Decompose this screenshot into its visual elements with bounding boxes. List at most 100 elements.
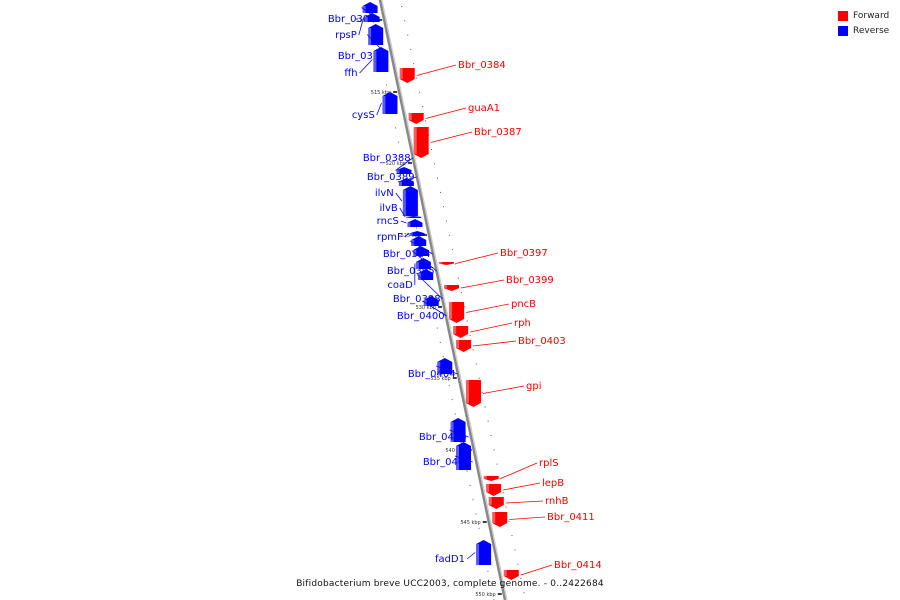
gene-arrow[interactable] bbox=[373, 47, 389, 72]
gene-arrow[interactable] bbox=[413, 246, 429, 256]
gene-arrow[interactable] bbox=[382, 92, 398, 114]
gene-arrow[interactable] bbox=[444, 285, 459, 291]
scale-tick: 515 kbp bbox=[371, 90, 398, 96]
gene-arrow[interactable] bbox=[407, 219, 423, 227]
gene-highlight bbox=[476, 544, 480, 565]
gene-arrow[interactable] bbox=[408, 113, 424, 124]
gene-cysS[interactable]: cysS bbox=[352, 92, 398, 121]
gene-highlight bbox=[413, 127, 417, 154]
minor-tick bbox=[472, 349, 474, 351]
gene-highlight bbox=[407, 222, 411, 227]
gene-Bbr_0414[interactable]: Bbr_0414 bbox=[503, 560, 602, 580]
gene-Bbr_0397[interactable]: Bbr_0397 bbox=[438, 248, 548, 265]
gene-highlight bbox=[438, 262, 442, 264]
gene-arrow[interactable] bbox=[413, 127, 429, 158]
gene-ilvB[interactable]: ilvB bbox=[379, 203, 422, 218]
gene-arrow[interactable] bbox=[402, 186, 418, 216]
gene-Bbr_0389[interactable]: Bbr_0389 bbox=[367, 172, 417, 186]
gene-arrow[interactable] bbox=[364, 13, 380, 22]
gene-arrow[interactable] bbox=[415, 258, 431, 269]
gene-rncS[interactable]: rncS bbox=[377, 216, 423, 227]
gene-Bbr_0382[interactable]: Bbr_0382 bbox=[338, 24, 388, 62]
gene-Bbr_0406[interactable]: Bbr_0406 bbox=[419, 418, 469, 443]
gene-rpsP[interactable]: rpsP bbox=[335, 13, 380, 41]
gene-highlight bbox=[456, 340, 460, 348]
gene-highlight bbox=[398, 181, 402, 186]
gene-Bbr_0399[interactable]: Bbr_0399 bbox=[444, 275, 554, 291]
gene-arrow[interactable] bbox=[488, 497, 504, 509]
gene-Bbr_0407[interactable]: Bbr_0407 bbox=[423, 442, 473, 470]
gene-arrow[interactable] bbox=[456, 442, 471, 470]
gene-highlight bbox=[456, 446, 459, 470]
gene-leader bbox=[404, 233, 409, 238]
gene-guaA1[interactable]: guaA1 bbox=[408, 103, 500, 124]
gene-leader bbox=[430, 131, 473, 143]
legend-forward[interactable]: Forward bbox=[838, 8, 889, 23]
gene-arrow[interactable] bbox=[438, 262, 454, 265]
gene-highlight bbox=[453, 326, 457, 334]
gene-arrow[interactable] bbox=[406, 216, 422, 218]
minor-tick bbox=[422, 106, 424, 108]
gene-Bbr_0398[interactable]: Bbr_0398 bbox=[393, 269, 443, 305]
gene-Bbr_0388[interactable]: Bbr_0388 bbox=[363, 153, 413, 174]
gene-rph[interactable]: rph bbox=[453, 318, 531, 338]
gene-Bbr_0400[interactable]: Bbr_0400 bbox=[397, 296, 447, 322]
gene-arrow[interactable] bbox=[483, 476, 499, 481]
gene-pncB[interactable]: pncB bbox=[449, 299, 536, 323]
gene-Bbr_0411[interactable]: Bbr_0411 bbox=[492, 512, 595, 527]
minor-tick bbox=[404, 20, 406, 22]
gene-arrow[interactable] bbox=[456, 340, 472, 352]
gene-arrow[interactable] bbox=[396, 167, 412, 174]
gene-gpi[interactable]: gpi bbox=[465, 380, 542, 407]
minor-tick bbox=[469, 484, 471, 486]
svg-text:520 kbp: 520 kbp bbox=[386, 161, 406, 167]
gene-highlight bbox=[409, 233, 413, 236]
svg-text:535 kbp: 535 kbp bbox=[430, 376, 450, 382]
minor-tick bbox=[460, 442, 462, 443]
gene-label: rnhB bbox=[545, 496, 569, 507]
gene-arrow[interactable] bbox=[399, 68, 415, 83]
gene-label: rpsP bbox=[335, 30, 357, 41]
gene-ffh[interactable]: ffh bbox=[344, 47, 389, 79]
gene-fadD1[interactable]: fadD1 bbox=[435, 540, 492, 565]
gene-ilvN[interactable]: ilvN bbox=[375, 186, 418, 216]
gene-coaD[interactable]: coaD bbox=[387, 258, 431, 291]
gene-arrow[interactable] bbox=[465, 380, 481, 407]
gene-leader bbox=[397, 176, 417, 183]
gene-arrow[interactable] bbox=[449, 302, 465, 323]
gene-arrow[interactable] bbox=[437, 358, 453, 374]
gene-label: pncB bbox=[511, 299, 536, 310]
gene-Bbr_0403[interactable]: Bbr_0403 bbox=[456, 336, 566, 352]
gene-arrow[interactable] bbox=[362, 2, 378, 13]
gene-Bbr_0387[interactable]: Bbr_0387 bbox=[413, 127, 522, 158]
legend-reverse[interactable]: Reverse bbox=[838, 23, 889, 38]
legend: Forward Reverse bbox=[838, 8, 889, 38]
gene-arrow[interactable] bbox=[476, 540, 492, 565]
gene-rnhB[interactable]: rnhB bbox=[488, 496, 569, 509]
gene-Bbr_0384[interactable]: Bbr_0384 bbox=[399, 60, 506, 83]
gene-rpmF[interactable]: rpmF bbox=[377, 231, 425, 243]
gene-leader bbox=[422, 300, 447, 317]
svg-text:550 kbp: 550 kbp bbox=[475, 592, 495, 598]
gene-arrow[interactable] bbox=[503, 570, 519, 580]
gene-arrow[interactable] bbox=[450, 418, 466, 442]
gene-leader bbox=[470, 322, 513, 333]
gene-arrow[interactable] bbox=[486, 484, 502, 496]
gene-Bbr_0404[interactable]: Bbr_0404 bbox=[408, 358, 458, 380]
gene-label: Bbr_0406 bbox=[419, 432, 467, 443]
gene-label: Bbr_0411 bbox=[547, 512, 595, 523]
gene-arrow[interactable] bbox=[453, 326, 469, 338]
minor-tick bbox=[395, 127, 397, 129]
gene-arrow[interactable] bbox=[492, 512, 508, 527]
minor-tick bbox=[511, 535, 513, 537]
minor-tick bbox=[472, 499, 474, 501]
gene-arrow[interactable] bbox=[423, 296, 439, 306]
gene-rplS[interactable]: rplS bbox=[483, 458, 559, 481]
gene-lepB[interactable]: lepB bbox=[486, 478, 564, 496]
gene-arrow[interactable] bbox=[418, 269, 434, 280]
minor-tick bbox=[469, 334, 471, 336]
gene-arrow[interactable] bbox=[398, 178, 414, 186]
gene-arrow[interactable] bbox=[409, 231, 425, 236]
gene-label: ilvB bbox=[379, 203, 397, 214]
gene-label: Bbr_0384 bbox=[458, 60, 506, 71]
